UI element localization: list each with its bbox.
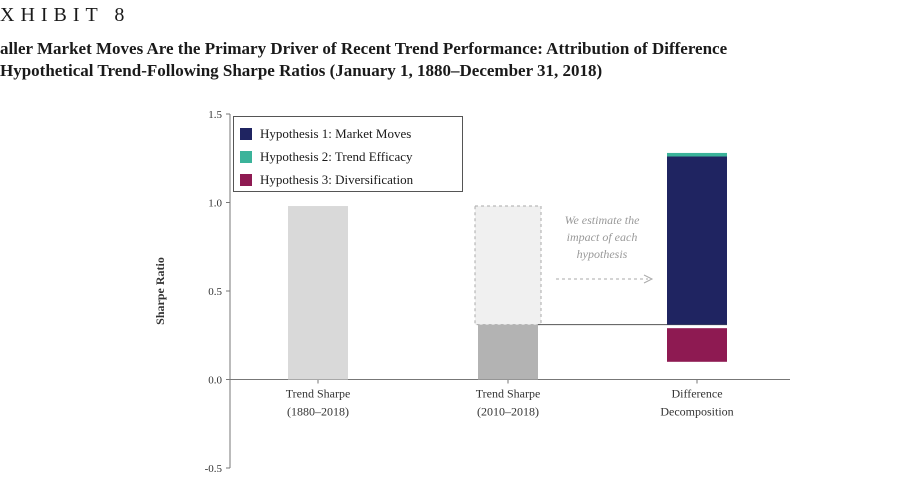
annotation-arrow-head (643, 274, 654, 284)
exhibit-label: XHIBIT 8 (0, 4, 131, 26)
y-tick-label: 1.0 (208, 198, 222, 210)
annotation-line-1: We estimate the (564, 213, 640, 227)
x-tick-label: Decomposition (660, 405, 733, 419)
bar-trend-sharpe-2010-2018 (478, 324, 538, 380)
chart-title: aller Market Moves Are the Primary Drive… (0, 38, 912, 82)
y-tick-label: 1.5 (208, 109, 222, 121)
y-axis-label: Sharpe Ratio (153, 257, 167, 325)
legend: Hypothesis 1: Market Moves Hypothesis 2:… (233, 116, 463, 192)
y-tick-label: 0.0 (208, 375, 222, 387)
x-tick-label: Trend Sharpe (476, 387, 541, 401)
x-tick-label: Difference (671, 387, 722, 401)
annotation-text: We estimate the impact of each hypothesi… (542, 212, 662, 263)
legend-item-diversification: Hypothesis 3: Diversification (240, 168, 456, 191)
legend-swatch-market-moves (240, 127, 252, 140)
legend-label-market-moves: Hypothesis 1: Market Moves (260, 125, 412, 141)
legend-item-trend-efficacy: Hypothesis 2: Trend Efficacy (240, 145, 456, 168)
legend-swatch-trend-efficacy (240, 150, 252, 163)
chart-title-line-1: aller Market Moves Are the Primary Drive… (0, 39, 728, 58)
segment-market-moves (667, 156, 727, 325)
chart-title-line-2: Hypothetical Trend-Following Sharpe Rati… (0, 61, 603, 80)
bar-trend-sharpe-1880-2018 (288, 206, 348, 380)
legend-label-trend-efficacy: Hypothesis 2: Trend Efficacy (260, 148, 413, 164)
legend-label-diversification: Hypothesis 3: Diversification (260, 171, 414, 187)
annotation-line-2: impact of each (566, 230, 638, 244)
legend-swatch-diversification (240, 173, 252, 186)
segment-trend-efficacy (667, 152, 727, 157)
segment-diversification (667, 328, 727, 362)
x-tick-label: (1880–2018) (287, 405, 349, 419)
x-tick-label: (2010–2018) (477, 405, 539, 419)
annotation-line-3: hypothesis (576, 247, 628, 261)
x-tick-label: Trend Sharpe (286, 387, 351, 401)
y-tick-label: -0.5 (205, 463, 223, 475)
y-tick-label: 0.5 (208, 286, 222, 298)
legend-item-market-moves: Hypothesis 1: Market Moves (240, 122, 456, 145)
ghost-bar-outline (474, 205, 542, 326)
